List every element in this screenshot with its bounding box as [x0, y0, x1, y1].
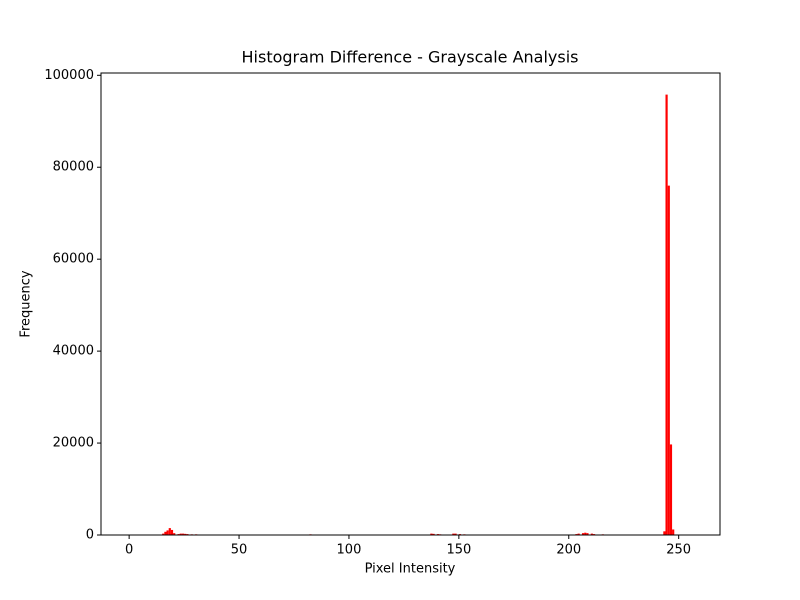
bar [166, 530, 169, 535]
bar [584, 532, 587, 535]
bar [179, 533, 182, 535]
bar [170, 529, 174, 535]
bar [430, 533, 433, 535]
bar [586, 533, 589, 535]
y-tick-label: 80000 [53, 160, 94, 175]
bar [452, 533, 455, 535]
bar [672, 529, 675, 535]
bar [665, 94, 668, 536]
y-tick-label: 20000 [53, 436, 94, 451]
y-tick-label: 100000 [44, 68, 94, 83]
x-tick-label: 200 [556, 543, 581, 558]
bar [669, 444, 673, 535]
x-tick-label: 50 [231, 543, 248, 558]
bar [663, 531, 666, 535]
x-tick-label: 0 [125, 543, 133, 558]
x-tick-label: 250 [666, 543, 691, 558]
bar [168, 528, 171, 535]
bar [173, 533, 176, 535]
bar [162, 533, 165, 535]
axes-frame [100, 72, 721, 536]
bar [164, 531, 167, 535]
chart-title: Histogram Difference - Grayscale Analysi… [242, 48, 579, 67]
bar [577, 533, 580, 535]
y-tick-label: 0 [86, 528, 94, 543]
x-tick-label: 150 [446, 543, 471, 558]
bar [581, 533, 585, 535]
y-tick-label: 60000 [53, 252, 94, 267]
bar [454, 533, 457, 535]
bar [432, 533, 435, 535]
bar [590, 533, 593, 535]
plot-area [162, 94, 675, 536]
bar [667, 185, 670, 535]
bar [181, 533, 185, 535]
x-tick-label: 100 [337, 543, 362, 558]
x-axis-label: Pixel Intensity [365, 562, 456, 577]
y-axis-label: Frequency [19, 270, 34, 337]
bar [184, 533, 187, 535]
y-tick-label: 40000 [53, 344, 94, 359]
